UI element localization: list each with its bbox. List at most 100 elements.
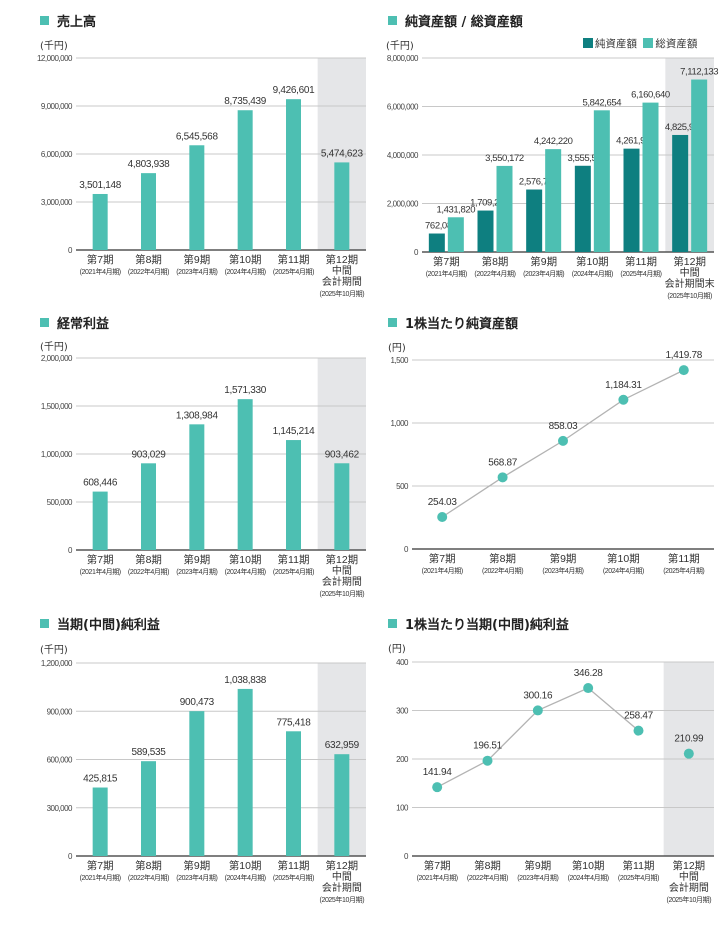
data-label: 3,501,148 xyxy=(79,180,122,191)
x-tick-label: 第11期 xyxy=(278,859,310,872)
x-tick-label: 第11期 xyxy=(625,255,657,268)
x-tick-label: 第9期 xyxy=(550,552,577,565)
chart-title-ordinary-income: 経常利益 xyxy=(40,313,109,332)
data-label: 196.51 xyxy=(473,741,503,752)
chart-title-net-income: 当期(中間)純利益 xyxy=(40,614,160,633)
data-label: 858.03 xyxy=(549,421,579,432)
data-label: 254.03 xyxy=(428,497,458,508)
data-label: 608,446 xyxy=(83,478,118,489)
bar xyxy=(141,463,156,550)
x-tick-label: 第8期 xyxy=(135,553,162,566)
data-label: 4,242,220 xyxy=(534,136,573,147)
x-tick-sublabel: (2025年4月期) xyxy=(620,269,661,278)
data-label: 903,029 xyxy=(131,449,166,460)
x-tick-sublabel: (2021年4月期) xyxy=(417,873,458,882)
data-label: 9,426,601 xyxy=(273,85,316,96)
x-tick-sublabel: (2022年4月期) xyxy=(482,566,523,575)
x-tick-sublabel: 中間 xyxy=(680,266,700,279)
x-tick-label: 第10期 xyxy=(576,255,609,268)
bar-net-assets xyxy=(526,189,543,252)
x-tick-label: 第11期 xyxy=(668,552,700,565)
x-tick-sublabel: (2023年4月期) xyxy=(176,873,217,882)
chart-title-sales: 売上高 xyxy=(40,11,96,30)
chart-assets: 0 2,000,000 4,000,000 6,000,000 8,000,000 第7期… xyxy=(387,54,719,300)
y-tick-label: 500,000 xyxy=(47,498,73,507)
x-tick-label: 第7期 xyxy=(429,552,456,565)
x-tick-sublabel: (2022年4月期) xyxy=(467,873,508,882)
y-tick-label: 6,000,000 xyxy=(41,150,73,159)
y-tick-label: 3,000,000 xyxy=(41,198,73,207)
title-square-icon xyxy=(40,619,49,628)
bar xyxy=(237,688,253,856)
data-label: 346.28 xyxy=(574,668,604,679)
y-unit-label: (千円) xyxy=(40,41,68,52)
data-label: 300.16 xyxy=(523,690,553,701)
x-tick-sublabel: (2025年10月期) xyxy=(667,291,712,300)
data-label: 1,709,261 xyxy=(470,198,509,209)
x-tick-sublabel: (2023年4月期) xyxy=(517,873,558,882)
x-tick-label: 第7期 xyxy=(433,255,460,268)
chart-title-assets: 純資産額 / 総資産額 xyxy=(388,11,523,30)
legend-label: 純資産額 xyxy=(595,38,637,50)
y-tick-label: 1,000 xyxy=(390,419,409,428)
data-label: 900,473 xyxy=(180,697,215,708)
bar-net-assets xyxy=(672,134,689,252)
data-label: 762,081 xyxy=(425,221,457,232)
title-square-icon xyxy=(40,318,49,327)
data-label: 1,431,820 xyxy=(436,204,475,215)
y-tick-label: 900,000 xyxy=(47,707,73,716)
data-label: 1,419.78 xyxy=(666,350,703,361)
x-tick-label: 第7期 xyxy=(424,859,451,872)
bar-net-assets xyxy=(574,165,591,252)
y-tick-label: 8,000,000 xyxy=(387,54,419,63)
y-unit-label: (千円) xyxy=(386,41,414,52)
x-tick-label: 第11期 xyxy=(278,253,310,266)
x-tick-sublabel: (2025年10月期) xyxy=(320,895,365,904)
chart-title-eps: 1株当たり当期(中間)純利益 xyxy=(388,614,569,633)
y-tick-label: 300 xyxy=(396,707,409,716)
y-tick-label: 0 xyxy=(68,852,73,861)
x-tick-sublabel: 中間 xyxy=(332,564,352,577)
bar xyxy=(237,110,253,251)
x-tick-sublabel: (2021年4月期) xyxy=(80,873,121,882)
x-tick-sublabel: (2021年4月期) xyxy=(80,567,121,576)
bar xyxy=(189,145,205,250)
chart-title-text: 経常利益 xyxy=(57,317,110,332)
data-label: 7,112,133 xyxy=(680,67,718,78)
x-tick-label: 第8期 xyxy=(482,255,509,268)
y-tick-label: 0 xyxy=(68,546,73,555)
data-label: 568.87 xyxy=(488,457,518,468)
x-tick-sublabel: (2023年4月期) xyxy=(523,269,564,278)
data-point xyxy=(678,365,689,376)
y-tick-label: 0 xyxy=(404,852,409,861)
y-tick-label: 0 xyxy=(68,246,73,255)
x-tick-sublabel: (2025年4月期) xyxy=(273,873,314,882)
chart-title-bps: 1株当たり純資産額 xyxy=(388,313,518,332)
data-label: 2,576,734 xyxy=(519,177,558,188)
x-tick-label: 第8期 xyxy=(474,859,501,872)
data-label: 589,535 xyxy=(131,747,166,758)
x-tick-label: 第7期 xyxy=(87,253,114,266)
chart-ordinary-income: 0500,0001,000,0001,500,0002,000,000第7期(2… xyxy=(41,354,366,598)
x-tick-label: 第9期 xyxy=(183,253,210,266)
y-tick-label: 400 xyxy=(396,658,409,667)
data-label: 903,462 xyxy=(325,449,360,460)
bar xyxy=(286,99,301,251)
data-point xyxy=(633,725,644,736)
data-label: 632,959 xyxy=(325,740,360,751)
data-point xyxy=(683,748,694,759)
legend-item-total-assets: 総資産額 xyxy=(643,38,697,50)
x-tick-label: 第11期 xyxy=(623,859,655,872)
data-label: 4,825,951 xyxy=(665,122,704,133)
x-tick-label: 第8期 xyxy=(489,552,516,565)
bar xyxy=(92,787,108,856)
bar xyxy=(92,193,108,250)
y-unit-label: (千円) xyxy=(40,342,68,353)
chart-bps: 0 500 1,000 1,500 第7期(2021年4月期) 第8期(2022年4月期)… xyxy=(390,350,714,575)
y-tick-label: 9,000,000 xyxy=(41,102,73,111)
data-label: 5,474,623 xyxy=(321,148,364,159)
x-tick-sublabel: (2023年4月期) xyxy=(542,566,583,575)
x-tick-label: 第12期 xyxy=(672,859,705,872)
x-tick-sublabel: (2024年4月期) xyxy=(603,566,644,575)
